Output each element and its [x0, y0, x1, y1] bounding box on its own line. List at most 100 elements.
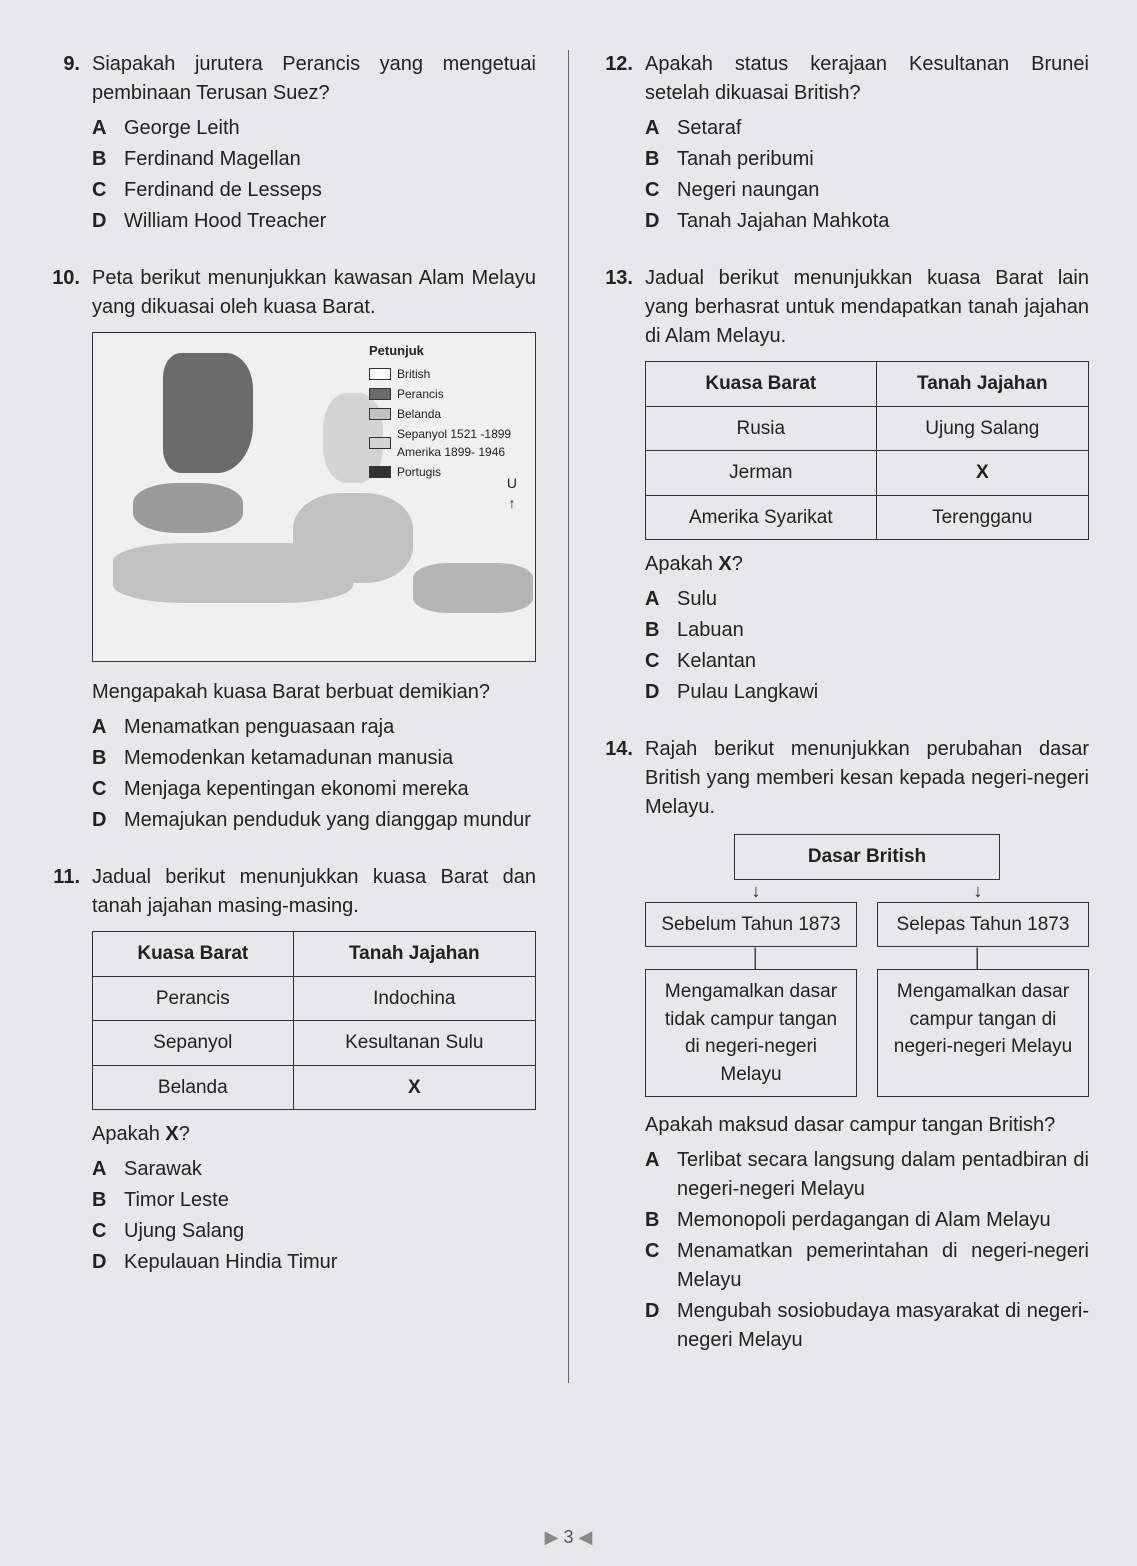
legend-item: Belanda — [369, 405, 527, 423]
swatch — [369, 466, 391, 478]
question-body: Jadual berikut menunjukkan kuasa Barat d… — [92, 863, 536, 1279]
table-row: Amerika SyarikatTerengganu — [646, 495, 1089, 540]
triangle-icon: ◀ — [579, 1527, 593, 1547]
two-column-layout: 9. Siapakah jurutera Perancis yang menge… — [48, 50, 1089, 1383]
map-region — [163, 353, 253, 473]
flow-box: Mengamalkan dasar tidak campur tangan di… — [645, 969, 857, 1097]
map-region — [293, 493, 413, 583]
option-c[interactable]: CNegeri naungan — [645, 176, 1089, 205]
option-c[interactable]: CUjung Salang — [92, 1217, 536, 1246]
left-column: 9. Siapakah jurutera Perancis yang menge… — [48, 50, 536, 1383]
options: ASarawak BTimor Leste CUjung Salang DKep… — [92, 1155, 536, 1277]
table-header-row: Kuasa Barat Tanah Jajahan — [646, 362, 1089, 407]
question-substem: Mengapakah kuasa Barat berbuat demikian? — [92, 678, 536, 707]
table-header: Kuasa Barat — [93, 932, 294, 977]
column-divider — [568, 50, 569, 1383]
legend-item: Portugis — [369, 463, 527, 481]
flow-box: Sebelum Tahun 1873 — [645, 902, 857, 948]
option-b[interactable]: BTimor Leste — [92, 1186, 536, 1215]
option-b[interactable]: BFerdinand Magellan — [92, 145, 536, 174]
flow-box: Selepas Tahun 1873 — [877, 902, 1089, 948]
table-row: PerancisIndochina — [93, 976, 536, 1021]
option-c[interactable]: CFerdinand de Lesseps — [92, 176, 536, 205]
swatch — [369, 368, 391, 380]
table-row: JermanX — [646, 451, 1089, 496]
flow-row: Sebelum Tahun 1873 Selepas Tahun 1873 — [645, 902, 1089, 948]
options: AMenamatkan penguasaan raja BMemodenkan … — [92, 713, 536, 835]
q13-table: Kuasa Barat Tanah Jajahan RusiaUjung Sal… — [645, 361, 1089, 540]
option-a[interactable]: ATerlibat secara langsung dalam pentadbi… — [645, 1146, 1089, 1204]
swatch — [369, 437, 391, 449]
question-substem: Apakah X? — [645, 550, 1089, 579]
worksheet-page: 9. Siapakah jurutera Perancis yang menge… — [0, 0, 1137, 1566]
option-d[interactable]: DMemajukan penduduk yang dianggap mundur — [92, 806, 536, 835]
options: ASetaraf BTanah peribumi CNegeri naungan… — [645, 114, 1089, 236]
option-d[interactable]: DMengubah sosiobudaya masyarakat di nege… — [645, 1297, 1089, 1355]
question-body: Rajah berikut menunjukkan perubahan dasa… — [645, 735, 1089, 1357]
option-a[interactable]: ASetaraf — [645, 114, 1089, 143]
map-legend: Petunjuk British Perancis Belanda Sepany… — [369, 341, 527, 483]
option-b[interactable]: BMemodenkan ketamadunan manusia — [92, 744, 536, 773]
option-d[interactable]: DKepulauan Hindia Timur — [92, 1248, 536, 1277]
question-11: 11. Jadual berikut menunjukkan kuasa Bar… — [48, 863, 536, 1279]
table-row: RusiaUjung Salang — [646, 406, 1089, 451]
question-substem: Apakah maksud dasar campur tangan Britis… — [645, 1111, 1089, 1140]
question-substem: Apakah X? — [92, 1120, 536, 1149]
option-a[interactable]: AMenamatkan penguasaan raja — [92, 713, 536, 742]
option-a[interactable]: ASarawak — [92, 1155, 536, 1184]
flow-box: Mengamalkan dasar campur tangan di neger… — [877, 969, 1089, 1097]
question-number: 10. — [48, 264, 92, 837]
map-region — [133, 483, 243, 533]
option-b[interactable]: BMemonopoli perdagangan di Alam Melayu — [645, 1206, 1089, 1235]
page-number: ▶ 3 ◀ — [0, 1527, 1137, 1548]
swatch — [369, 388, 391, 400]
flow-connectors: ↓↓ — [645, 882, 1089, 900]
option-a[interactable]: ASulu — [645, 585, 1089, 614]
legend-item: British — [369, 365, 527, 383]
question-number: 9. — [48, 50, 92, 238]
question-14: 14. Rajah berikut menunjukkan perubahan … — [601, 735, 1089, 1357]
option-a[interactable]: AGeorge Leith — [92, 114, 536, 143]
map-figure: Petunjuk British Perancis Belanda Sepany… — [92, 332, 536, 662]
table-header: Kuasa Barat — [646, 362, 877, 407]
option-b[interactable]: BTanah peribumi — [645, 145, 1089, 174]
option-c[interactable]: CMenjaga kepentingan ekonomi mereka — [92, 775, 536, 804]
question-stem: Apakah status kerajaan Kesultanan Brunei… — [645, 50, 1089, 108]
question-stem: Rajah berikut menunjukkan perubahan dasa… — [645, 735, 1089, 822]
question-stem: Jadual berikut menunjukkan kuasa Barat d… — [92, 863, 536, 921]
option-b[interactable]: BLabuan — [645, 616, 1089, 645]
table-header-row: Kuasa Barat Tanah Jajahan — [93, 932, 536, 977]
swatch — [369, 408, 391, 420]
table-row: BelandaX — [93, 1065, 536, 1110]
option-d[interactable]: DPulau Langkawi — [645, 678, 1089, 707]
question-10: 10. Peta berikut menunjukkan kawasan Ala… — [48, 264, 536, 837]
options: ATerlibat secara langsung dalam pentadbi… — [645, 1146, 1089, 1355]
option-c[interactable]: CMenamatkan pemerintahan di negeri-neger… — [645, 1237, 1089, 1295]
flow-box-root: Dasar British — [734, 834, 1000, 880]
q11-table: Kuasa Barat Tanah Jajahan PerancisIndoch… — [92, 931, 536, 1110]
option-d[interactable]: DTanah Jajahan Mahkota — [645, 207, 1089, 236]
flow-row: Mengamalkan dasar tidak campur tangan di… — [645, 969, 1089, 1097]
legend-title: Petunjuk — [369, 341, 527, 361]
question-stem: Siapakah jurutera Perancis yang mengetua… — [92, 50, 536, 108]
question-body: Jadual berikut menunjukkan kuasa Barat l… — [645, 264, 1089, 709]
question-12: 12. Apakah status kerajaan Kesultanan Br… — [601, 50, 1089, 238]
flow-root: Dasar British — [645, 834, 1089, 880]
table-row: SepanyolKesultanan Sulu — [93, 1021, 536, 1066]
legend-item: Sepanyol 1521 -1899 Amerika 1899- 1946 — [369, 425, 527, 461]
option-d[interactable]: DWilliam Hood Treacher — [92, 207, 536, 236]
question-number: 13. — [601, 264, 645, 709]
flow-connectors: ││ — [645, 949, 1089, 967]
question-number: 11. — [48, 863, 92, 1279]
question-stem: Jadual berikut menunjukkan kuasa Barat l… — [645, 264, 1089, 351]
compass-icon: U ↑ — [507, 473, 517, 514]
right-column: 12. Apakah status kerajaan Kesultanan Br… — [601, 50, 1089, 1383]
question-number: 14. — [601, 735, 645, 1357]
table-header: Tanah Jajahan — [876, 362, 1088, 407]
map-region — [413, 563, 533, 613]
question-13: 13. Jadual berikut menunjukkan kuasa Bar… — [601, 264, 1089, 709]
option-c[interactable]: CKelantan — [645, 647, 1089, 676]
table-header: Tanah Jajahan — [293, 932, 535, 977]
question-9: 9. Siapakah jurutera Perancis yang menge… — [48, 50, 536, 238]
question-body: Apakah status kerajaan Kesultanan Brunei… — [645, 50, 1089, 238]
